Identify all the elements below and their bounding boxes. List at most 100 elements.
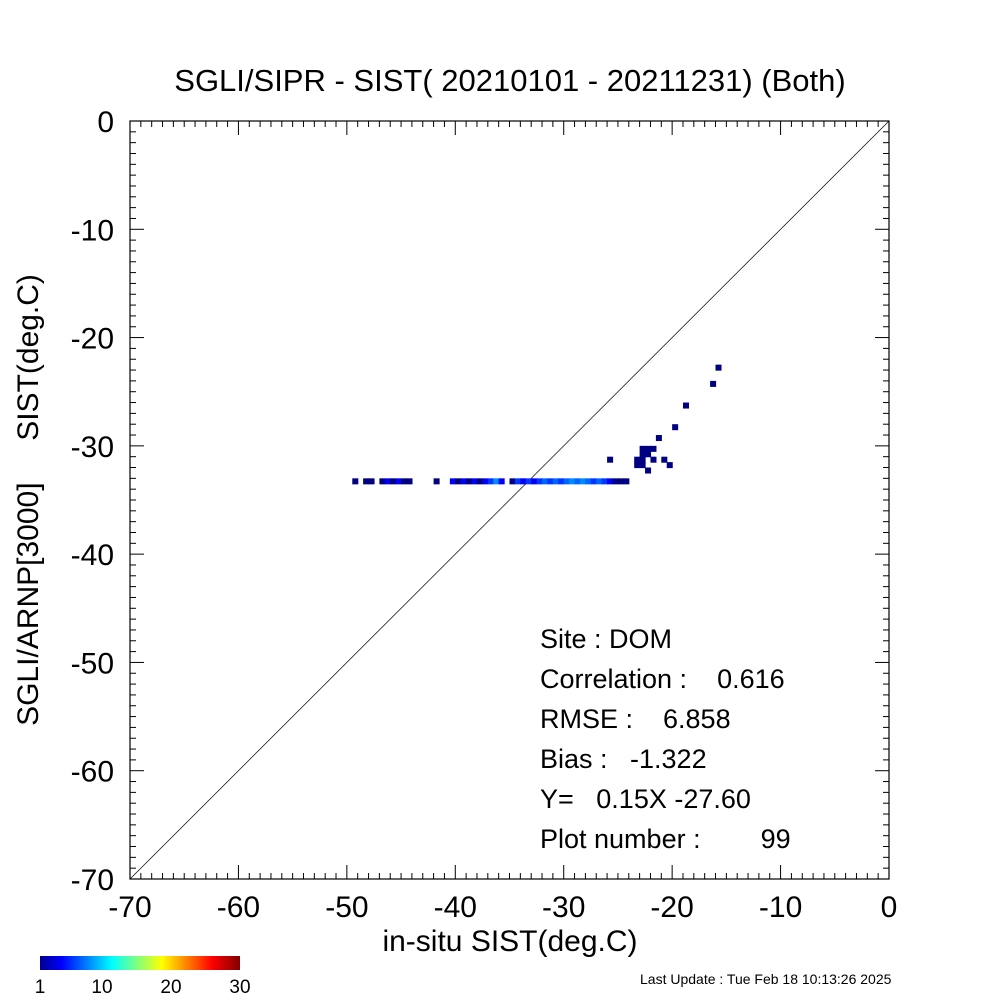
data-point <box>645 467 652 474</box>
x-tick-label: -30 <box>542 891 585 924</box>
data-point <box>406 478 413 485</box>
data-point <box>471 478 478 485</box>
data-point <box>466 478 473 485</box>
data-points <box>352 364 722 485</box>
data-point <box>498 478 505 485</box>
data-point <box>482 478 489 485</box>
data-point <box>547 478 554 485</box>
data-point <box>401 478 408 485</box>
x-tick-labels: -70 -60 -50 -40 -30 -20 -10 0 <box>108 891 897 924</box>
data-point <box>634 462 641 469</box>
y-tick-label: 0 <box>97 106 114 139</box>
data-point <box>390 478 397 485</box>
data-point <box>650 445 657 452</box>
data-point <box>558 478 565 485</box>
chart-title: SGLI/SIPR - SIST( 20210101 - 20211231) (… <box>174 63 845 98</box>
data-point <box>449 478 456 485</box>
correlation-label: Correlation : 0.616 <box>540 664 785 694</box>
data-point <box>487 478 494 485</box>
colorbar <box>40 956 240 970</box>
data-point <box>710 380 717 387</box>
x-tick-label: 0 <box>881 891 898 924</box>
site-label: Site : DOM <box>540 624 672 654</box>
data-point <box>363 478 370 485</box>
data-point <box>368 478 375 485</box>
bias-label: Bias : -1.322 <box>540 744 707 774</box>
data-point <box>395 478 402 485</box>
data-point <box>612 478 619 485</box>
data-point <box>493 478 500 485</box>
data-point <box>531 478 538 485</box>
x-tick-label: -50 <box>325 891 368 924</box>
x-tick-label: -10 <box>759 891 802 924</box>
data-point <box>352 478 359 485</box>
colorbar-tick-label: 30 <box>229 977 250 998</box>
last-update-label: Last Update : Tue Feb 18 10:13:26 2025 <box>640 971 892 987</box>
data-point <box>579 478 586 485</box>
data-point <box>460 478 467 485</box>
data-point <box>672 424 679 431</box>
data-point <box>639 445 646 452</box>
data-point <box>542 478 549 485</box>
x-tick-label: -20 <box>650 891 693 924</box>
data-point <box>574 478 581 485</box>
x-tick-label: -70 <box>108 891 151 924</box>
data-point <box>590 478 597 485</box>
x-axis-label: in-situ SIST(deg.C) <box>382 925 637 958</box>
data-point <box>384 478 391 485</box>
y-axis-label: SGLI/ARNP[3000] SIST(deg.C) <box>12 274 45 726</box>
axis-ticks <box>129 120 890 880</box>
y-tick-label: -20 <box>71 323 114 356</box>
plot-number-label: Plot number : 99 <box>540 824 791 854</box>
data-point <box>585 478 592 485</box>
data-point <box>525 478 532 485</box>
data-point <box>520 478 527 485</box>
data-point <box>715 364 722 371</box>
data-point <box>655 435 662 442</box>
data-point <box>455 478 462 485</box>
statistics-box: Site : DOM Correlation : 0.616 RMSE : 6.… <box>540 624 791 854</box>
colorbar-tick-labels: 1 10 20 30 <box>35 977 251 998</box>
data-point <box>596 478 603 485</box>
rmse-label: RMSE : 6.858 <box>540 704 731 734</box>
data-point <box>509 478 516 485</box>
y-tick-label: -50 <box>71 647 114 680</box>
data-point <box>514 478 521 485</box>
one-to-one-line <box>129 120 890 880</box>
data-point <box>650 456 657 463</box>
data-point <box>601 478 608 485</box>
data-point <box>666 462 673 469</box>
data-point <box>476 478 483 485</box>
y-tick-labels: 0 -10 -20 -30 -40 -50 -60 -70 <box>71 106 114 897</box>
colorbar-tick-label: 10 <box>91 977 112 998</box>
data-point <box>552 478 559 485</box>
data-point <box>623 478 630 485</box>
data-point <box>607 478 614 485</box>
data-point <box>639 462 646 469</box>
data-point <box>433 478 440 485</box>
data-point <box>536 478 543 485</box>
data-point <box>661 456 668 463</box>
data-point <box>682 402 690 409</box>
y-tick-label: -40 <box>71 539 114 572</box>
data-point <box>645 451 652 458</box>
data-point <box>617 478 624 485</box>
data-point <box>645 445 652 452</box>
data-point <box>379 478 386 485</box>
data-point <box>569 478 576 485</box>
y-tick-label: -60 <box>71 756 114 789</box>
x-tick-label: -40 <box>434 891 477 924</box>
colorbar-tick-label: 1 <box>35 977 46 998</box>
data-point <box>563 478 570 485</box>
regression-label: Y= 0.15X -27.60 <box>540 784 751 814</box>
y-tick-label: -30 <box>71 431 114 464</box>
data-point <box>607 456 614 463</box>
colorbar-tick-label: 20 <box>160 977 181 998</box>
data-point <box>634 456 641 463</box>
data-point <box>639 456 646 463</box>
y-tick-label: -10 <box>71 214 114 247</box>
y-tick-label: -70 <box>71 864 114 897</box>
data-point <box>639 451 646 458</box>
x-tick-label: -60 <box>217 891 260 924</box>
